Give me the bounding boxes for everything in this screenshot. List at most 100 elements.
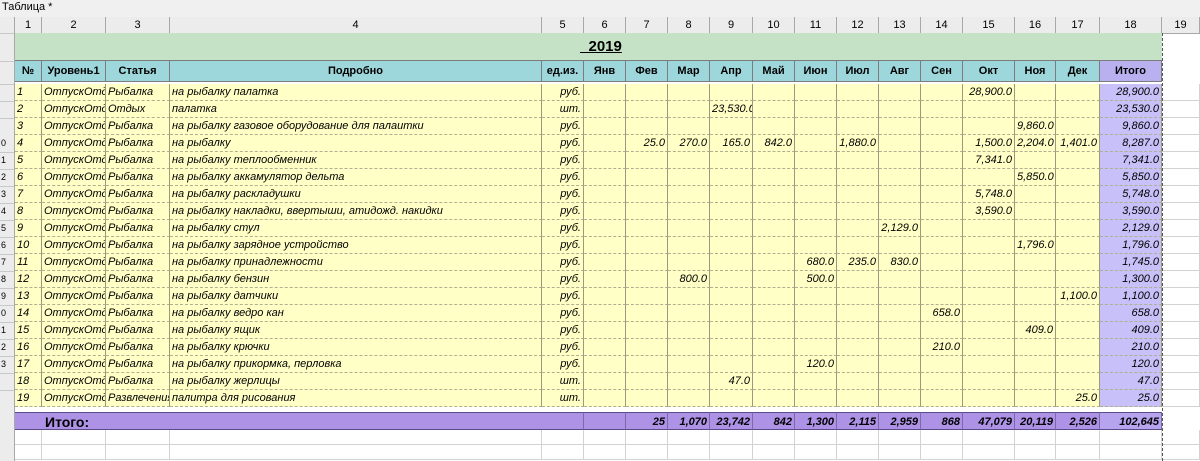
empty-cell[interactable] <box>1015 445 1056 460</box>
cell-month-value[interactable] <box>963 390 1015 407</box>
cell-month-value[interactable] <box>626 305 668 322</box>
row-header[interactable] <box>0 84 14 85</box>
empty-cell[interactable] <box>1162 101 1200 118</box>
cell-level[interactable]: ОтпускОтд <box>42 237 106 254</box>
cell-month-value[interactable] <box>879 288 921 305</box>
row-header[interactable] <box>0 373 14 374</box>
cell-month-value[interactable]: 1,401.0 <box>1056 135 1100 152</box>
column-header-5[interactable]: 5 <box>542 17 584 33</box>
cell-month-value[interactable] <box>753 390 795 407</box>
cell-row-total[interactable]: 120.0 <box>1100 356 1162 373</box>
cell-number[interactable]: 9 <box>15 220 42 237</box>
cell-month-value[interactable] <box>584 237 626 254</box>
cell-month-value[interactable] <box>710 203 753 220</box>
cell-month-value[interactable] <box>626 84 668 101</box>
cell-month-value[interactable] <box>921 237 963 254</box>
cell-row-total[interactable]: 3,590.0 <box>1100 203 1162 220</box>
empty-cell[interactable] <box>1162 220 1200 237</box>
cell-month-value[interactable] <box>710 118 753 135</box>
cell-month-value[interactable] <box>921 288 963 305</box>
cell-month-value[interactable] <box>668 305 710 322</box>
cell-month-value[interactable] <box>753 101 795 118</box>
cell-month-value[interactable]: 25.0 <box>626 135 668 152</box>
cell-detail[interactable]: на рыбалку палатка <box>170 84 542 101</box>
cell-month-value[interactable] <box>584 305 626 322</box>
empty-cell[interactable] <box>1015 430 1056 445</box>
empty-cell[interactable] <box>837 430 879 445</box>
cell-detail[interactable]: палатка <box>170 101 542 118</box>
row-header[interactable] <box>0 390 14 391</box>
cell-number[interactable]: 19 <box>15 390 42 407</box>
cell-number[interactable]: 10 <box>15 237 42 254</box>
row-header[interactable]: 8 <box>0 271 14 289</box>
empty-cell[interactable] <box>542 445 584 460</box>
empty-cell[interactable] <box>1162 237 1200 254</box>
cell-month-value[interactable]: 830.0 <box>879 254 921 271</box>
cell-month-value[interactable]: 658.0 <box>921 305 963 322</box>
cell-month-value[interactable] <box>795 186 837 203</box>
cell-month-value[interactable] <box>710 305 753 322</box>
cell-month-value[interactable] <box>710 390 753 407</box>
cell-month-value[interactable] <box>753 322 795 339</box>
empty-cell[interactable] <box>1056 445 1100 460</box>
cell-article[interactable]: Рыбалка <box>106 118 170 135</box>
cell-month-value[interactable] <box>668 118 710 135</box>
cell-level[interactable]: ОтпускОтд <box>42 339 106 356</box>
cell-detail[interactable]: на рыбалку стул <box>170 220 542 237</box>
cell-detail[interactable]: на рыбалку принадлежности <box>170 254 542 271</box>
empty-cell[interactable] <box>106 430 170 445</box>
cell-month-value[interactable] <box>753 237 795 254</box>
cell-number[interactable]: 17 <box>15 356 42 373</box>
empty-cell[interactable] <box>1162 430 1200 445</box>
cell-number[interactable]: 2 <box>15 101 42 118</box>
summary-month-total[interactable]: 20,119 <box>1015 412 1056 430</box>
cell-month-value[interactable] <box>1015 101 1056 118</box>
summary-month-total[interactable]: 868 <box>921 412 963 430</box>
cell-month-value[interactable]: 28,900.0 <box>963 84 1015 101</box>
cell-month-value[interactable] <box>921 203 963 220</box>
cell-month-value[interactable] <box>668 220 710 237</box>
column-header-19[interactable]: 19 <box>1162 17 1200 33</box>
cell-article[interactable]: Рыбалка <box>106 186 170 203</box>
cell-row-total[interactable]: 1,796.0 <box>1100 237 1162 254</box>
cell-month-value[interactable] <box>1056 254 1100 271</box>
cell-month-value[interactable] <box>795 152 837 169</box>
cell-month-value[interactable] <box>584 356 626 373</box>
empty-cell[interactable] <box>170 445 542 460</box>
cell-month-value[interactable] <box>963 254 1015 271</box>
cell-row-total[interactable]: 47.0 <box>1100 373 1162 390</box>
empty-cell[interactable] <box>15 430 42 445</box>
cell-month-value[interactable] <box>963 237 1015 254</box>
cell-month-value[interactable]: 1,100.0 <box>1056 288 1100 305</box>
cell-month-value[interactable] <box>879 356 921 373</box>
cell-month-value[interactable] <box>753 169 795 186</box>
cell-month-value[interactable] <box>921 84 963 101</box>
cell-month-value[interactable] <box>963 118 1015 135</box>
cell-number[interactable]: 4 <box>15 135 42 152</box>
cell-month-value[interactable] <box>963 339 1015 356</box>
cell-month-value[interactable] <box>963 220 1015 237</box>
cell-month-value[interactable] <box>837 305 879 322</box>
cell-number[interactable]: 16 <box>15 339 42 356</box>
cell-month-value[interactable] <box>626 220 668 237</box>
column-header-9[interactable]: 9 <box>710 17 753 33</box>
cell-month-value[interactable] <box>626 118 668 135</box>
cell-month-value[interactable] <box>710 84 753 101</box>
cell-month-value[interactable] <box>710 237 753 254</box>
empty-cell[interactable] <box>106 445 170 460</box>
cell-month-value[interactable] <box>626 203 668 220</box>
empty-cell[interactable] <box>1162 271 1200 288</box>
cell-month-value[interactable] <box>1056 356 1100 373</box>
cell-month-value[interactable] <box>837 390 879 407</box>
cell-month-value[interactable] <box>626 288 668 305</box>
cell-month-value[interactable] <box>626 152 668 169</box>
column-header-2[interactable]: 2 <box>42 17 106 33</box>
cell-month-value[interactable] <box>921 254 963 271</box>
column-header-14[interactable]: 14 <box>921 17 963 33</box>
cell-month-value[interactable] <box>921 220 963 237</box>
cell-month-value[interactable]: 9,860.0 <box>1015 118 1056 135</box>
cell-month-value[interactable] <box>837 84 879 101</box>
cell-article[interactable]: Рыбалка <box>106 305 170 322</box>
cell-number[interactable]: 11 <box>15 254 42 271</box>
cell-month-value[interactable] <box>753 356 795 373</box>
